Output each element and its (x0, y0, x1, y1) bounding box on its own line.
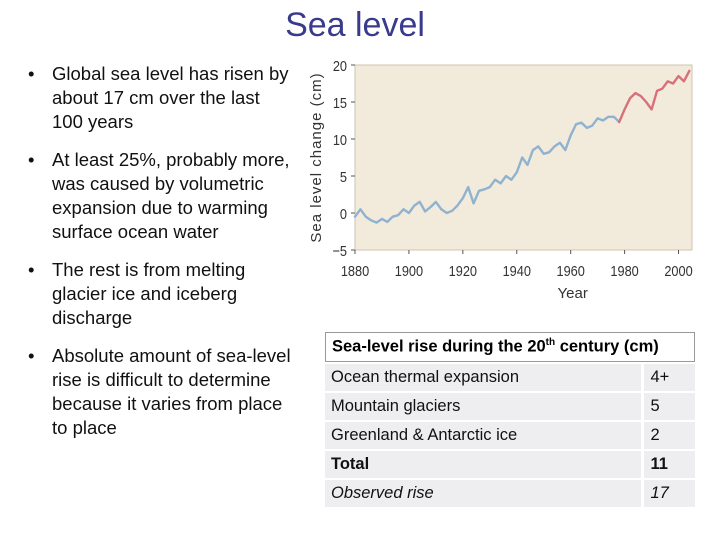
table-header-text: Sea-level rise during the 20 (332, 337, 546, 356)
sea-level-series-line (353, 115, 621, 224)
x-tick-label: 2000 (664, 262, 693, 279)
recent-series-line (618, 69, 691, 124)
sea-level-chart: 20 15 10 5 0 −5 1880 1900 1920 1940 1960 1980 2000 Ye… (308, 57, 693, 302)
y-tick-label: 0 (340, 205, 347, 222)
table-row-observed: Observed rise 17 (325, 480, 695, 507)
y-axis-label: Sea level change (cm) (308, 72, 325, 242)
row-label: Mountain glaciers (325, 393, 642, 420)
row-label: Total (325, 451, 642, 478)
row-value: 4+ (641, 364, 695, 391)
slide-title-text: Sea level (285, 6, 425, 44)
x-tick-label: 1900 (395, 262, 424, 279)
x-tick-label: 1960 (557, 262, 586, 279)
y-tick-label: 10 (333, 131, 347, 148)
table-header-row: Sea-level rise during the 20th century (… (325, 332, 695, 362)
slide-title: Sea level (0, 6, 720, 45)
row-label: Ocean thermal expansion (325, 364, 642, 391)
row-value: 2 (641, 422, 695, 449)
table-row: Ocean thermal expansion 4+ (325, 364, 695, 391)
bullet-list: Global sea level has risen by about 17 c… (22, 62, 292, 440)
bullet-item: Absolute amount of sea-level rise is dif… (22, 344, 292, 440)
bullet-item: Global sea level has risen by about 17 c… (22, 62, 292, 134)
sea-level-rise-table: Sea-level rise during the 20th century (… (325, 330, 695, 509)
x-tick-label: 1920 (449, 262, 478, 279)
table-row: Greenland & Antarctic ice 2 (325, 422, 695, 449)
x-tick-label: 1940 (503, 262, 532, 279)
x-tick-label: 1880 (341, 262, 370, 279)
row-value: 11 (641, 451, 695, 478)
row-value: 5 (641, 393, 695, 420)
row-label: Greenland & Antarctic ice (325, 422, 642, 449)
table-row-total: Total 11 (325, 451, 695, 478)
y-tick-label: 20 (333, 57, 347, 74)
table-header-sup: th (545, 337, 556, 349)
bullet-item: At least 25%, probably more, was caused … (22, 148, 292, 244)
table-row: Mountain glaciers 5 (325, 393, 695, 420)
table-header: Sea-level rise during the 20th century (… (325, 332, 695, 362)
x-tick-label: 1980 (610, 262, 639, 279)
bullet-item: The rest is from melting glacier ice and… (22, 258, 292, 330)
row-label: Observed rise (325, 480, 642, 507)
table-header-tail: century (cm) (555, 337, 659, 356)
x-axis-label: Year (558, 285, 588, 302)
y-tick-label: −5 (332, 242, 347, 259)
y-tick-label: 5 (340, 168, 347, 185)
row-value: 17 (641, 480, 695, 507)
y-tick-label: 15 (333, 94, 347, 111)
